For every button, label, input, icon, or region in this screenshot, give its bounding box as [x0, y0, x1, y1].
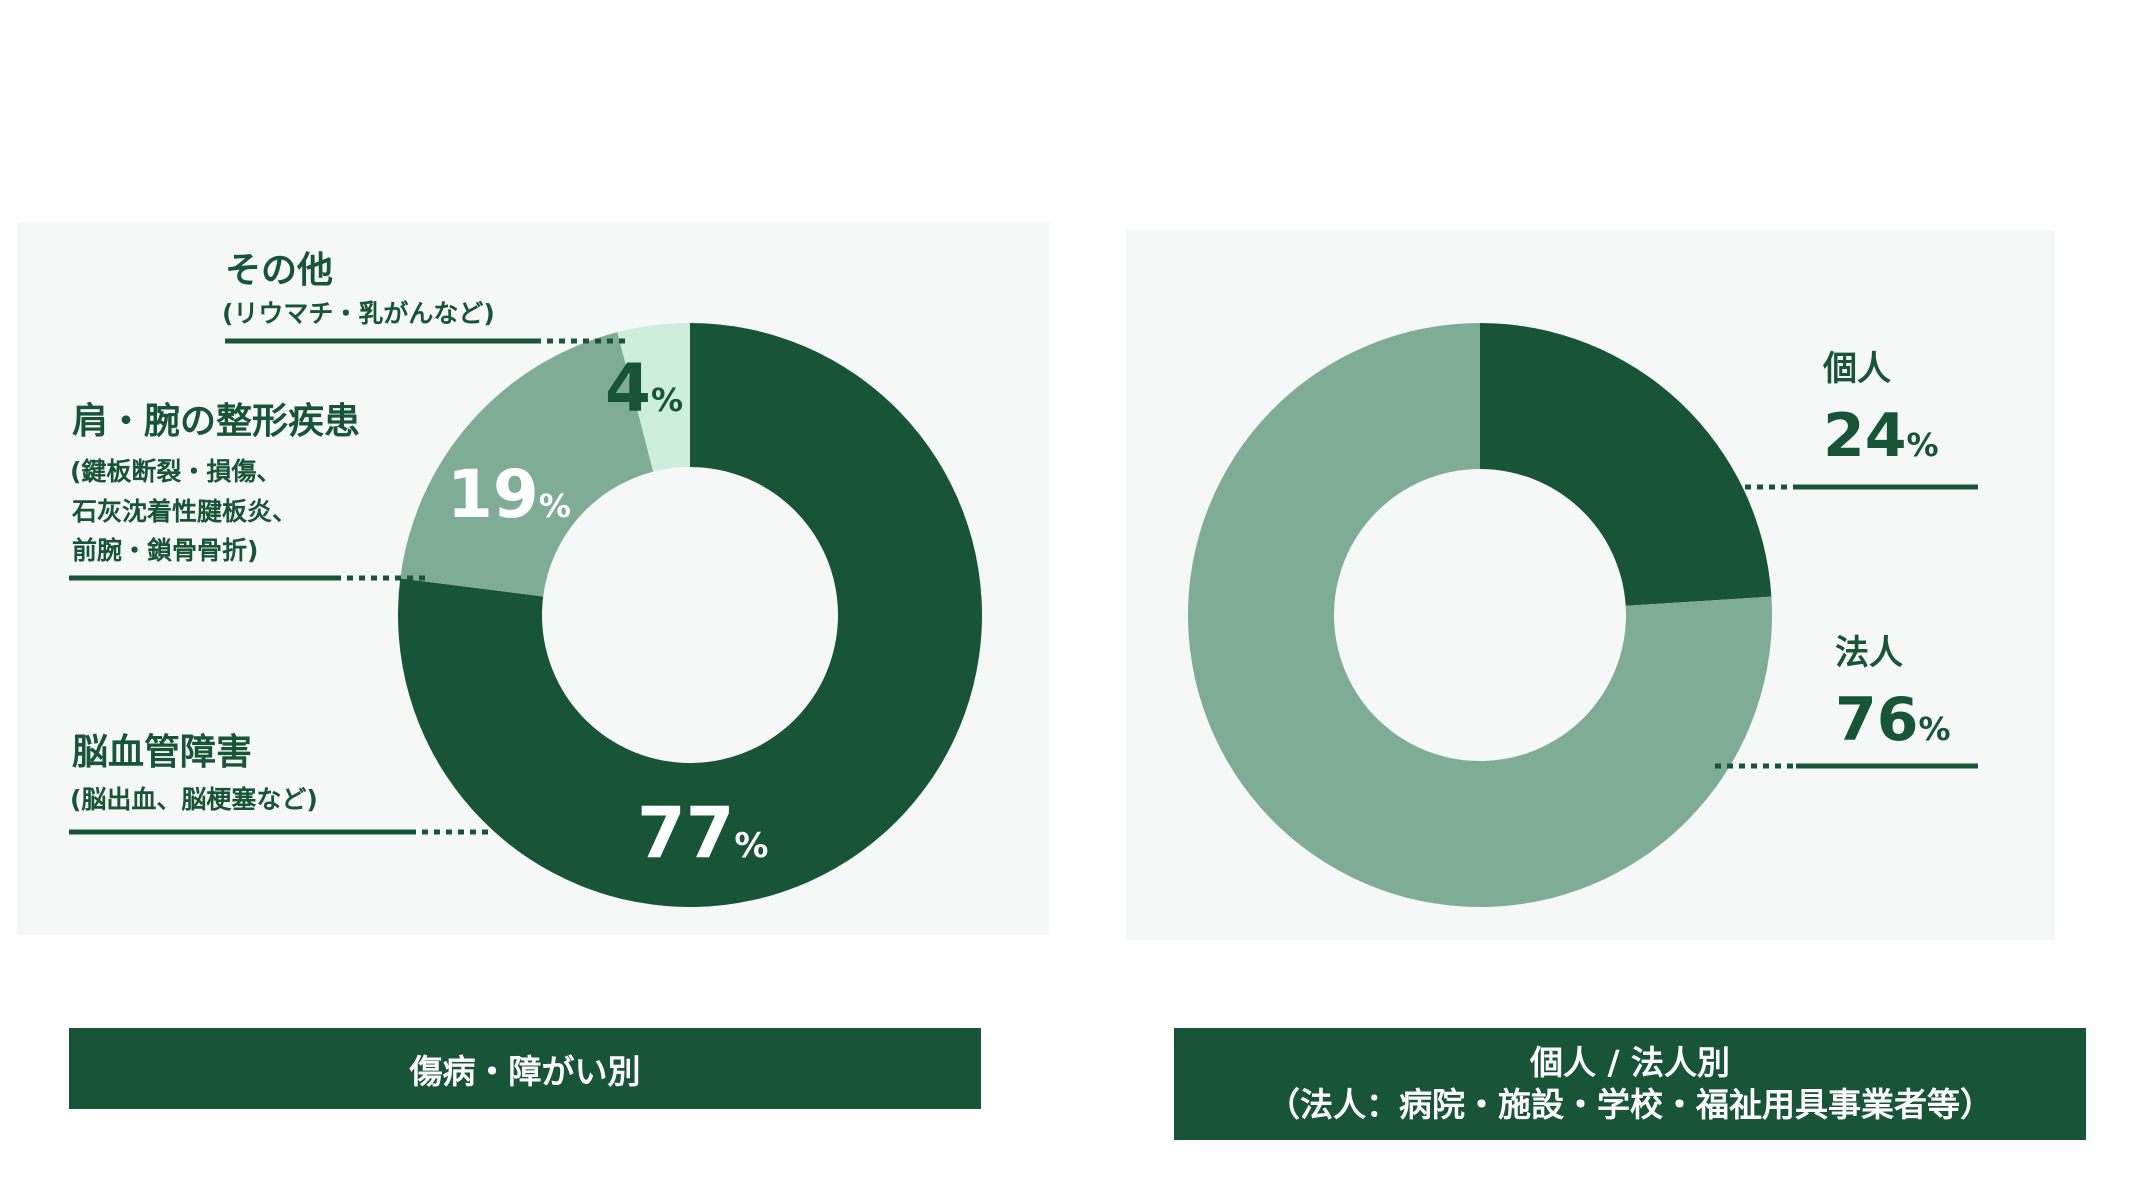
- label-individual: 個人: [1822, 349, 1891, 389]
- caption-injury-type-text: 傷病・障がい別: [409, 1051, 641, 1091]
- sublabel-shoulder-arm-1: (鍵板断裂・損傷、: [70, 457, 281, 486]
- caption-individual-corporate-line-1: 個人 / 法人別: [1529, 1043, 1731, 1082]
- slice-other: [617, 323, 690, 472]
- caption-individual-corporate-line-2: （法人：病院・施設・学校・福祉用具事業者等）: [1267, 1085, 1993, 1124]
- sublabel-cerebrovascular: (脳出血、脳梗塞など): [70, 785, 318, 814]
- slice-cerebrovascular: [397, 323, 983, 908]
- value-individual: 24%: [1823, 401, 1939, 471]
- value-other: 4%: [605, 350, 683, 427]
- value-corporate-unit: %: [1919, 710, 1951, 748]
- label-cerebrovascular: 脳血管障害: [72, 732, 252, 773]
- value-cerebrovascular-number: 77: [637, 792, 734, 874]
- value-other-number: 4: [605, 350, 651, 427]
- donut-injury-type: [397, 323, 983, 908]
- value-other-unit: %: [651, 381, 683, 419]
- sublabel-other: (リウマチ・乳がんなど): [222, 299, 495, 328]
- sublabel-shoulder-arm-3: 前腕・鎖骨骨折): [72, 536, 258, 565]
- value-cerebrovascular-unit: %: [734, 826, 768, 866]
- label-corporate: 法人: [1835, 633, 1903, 673]
- donut-individual-corporate: [1187, 323, 1773, 907]
- slice-shoulder-arm: [400, 332, 654, 597]
- sublabel-shoulder-arm-2: 石灰沈着性腱板炎、: [71, 497, 297, 526]
- label-other: その他: [225, 250, 333, 291]
- value-individual-unit: %: [1907, 426, 1939, 464]
- slice-corporate: [1187, 323, 1773, 907]
- value-shoulder-arm-unit: %: [539, 487, 571, 525]
- value-shoulder-arm: 19%: [447, 456, 571, 533]
- label-shoulder-arm: 肩・腕の整形疾患: [72, 400, 360, 442]
- caption-injury-type: 傷病・障がい別: [69, 1028, 981, 1109]
- caption-individual-corporate: 個人 / 法人別 （法人：病院・施設・学校・福祉用具事業者等）: [1174, 1028, 2086, 1140]
- value-shoulder-arm-number: 19: [447, 456, 539, 533]
- value-cerebrovascular: 77%: [637, 792, 769, 874]
- value-individual-number: 24: [1823, 401, 1907, 471]
- slice-individual: [1480, 323, 1772, 606]
- value-corporate-number: 76: [1835, 685, 1919, 755]
- value-corporate: 76%: [1835, 685, 1951, 755]
